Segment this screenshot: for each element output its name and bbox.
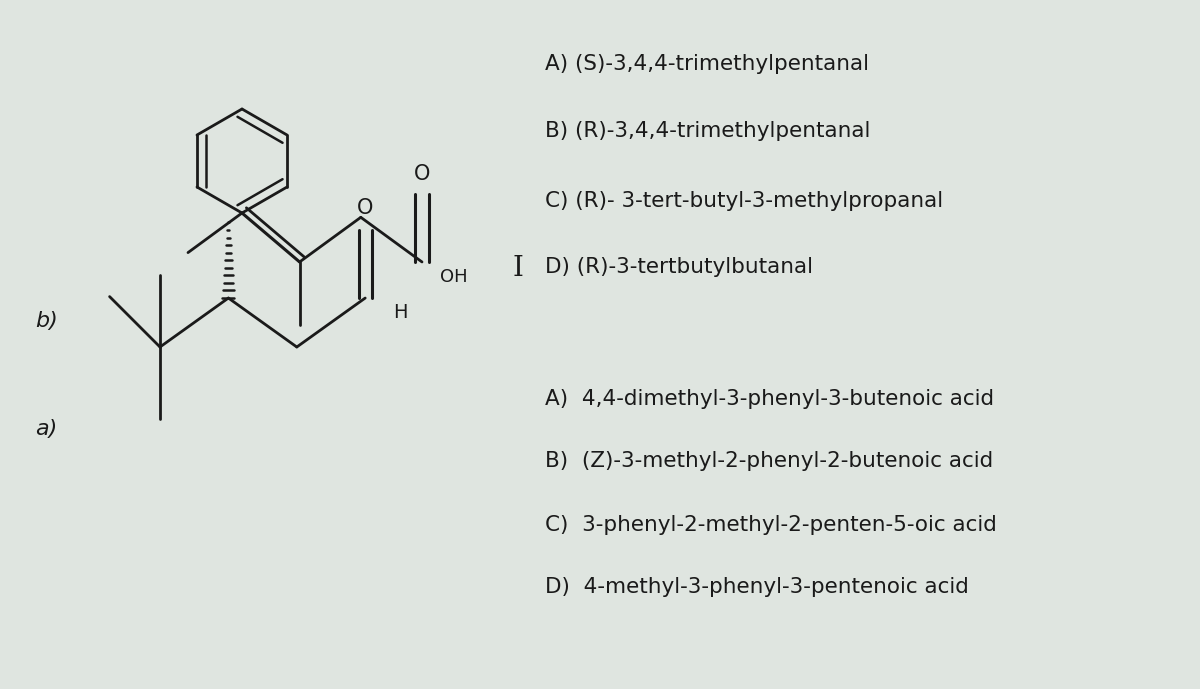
Text: OH: OH	[440, 268, 468, 286]
Text: O: O	[414, 163, 430, 183]
Text: B) (R)-3,4,4-trimethylpentanal: B) (R)-3,4,4-trimethylpentanal	[545, 121, 870, 141]
Text: b): b)	[35, 311, 58, 331]
Text: C) (R)- 3-tert-butyl-3-methylpropanal: C) (R)- 3-tert-butyl-3-methylpropanal	[545, 191, 943, 211]
Text: D) (R)-3-tertbutylbutanal: D) (R)-3-tertbutylbutanal	[545, 257, 814, 277]
Text: H: H	[394, 302, 408, 322]
Text: A) (S)-3,4,4-trimethylpentanal: A) (S)-3,4,4-trimethylpentanal	[545, 54, 869, 74]
Text: C)  3-phenyl-2-methyl-2-penten-5-oic acid: C) 3-phenyl-2-methyl-2-penten-5-oic acid	[545, 515, 997, 535]
Text: I: I	[512, 256, 523, 282]
Text: B)  (Z)-3-methyl-2-phenyl-2-butenoic acid: B) (Z)-3-methyl-2-phenyl-2-butenoic acid	[545, 451, 994, 471]
Text: D)  4-methyl-3-phenyl-3-pentenoic acid: D) 4-methyl-3-phenyl-3-pentenoic acid	[545, 577, 968, 597]
Text: a): a)	[35, 419, 58, 439]
Text: A)  4,4-dimethyl-3-phenyl-3-butenoic acid: A) 4,4-dimethyl-3-phenyl-3-butenoic acid	[545, 389, 994, 409]
Text: O: O	[358, 198, 373, 218]
